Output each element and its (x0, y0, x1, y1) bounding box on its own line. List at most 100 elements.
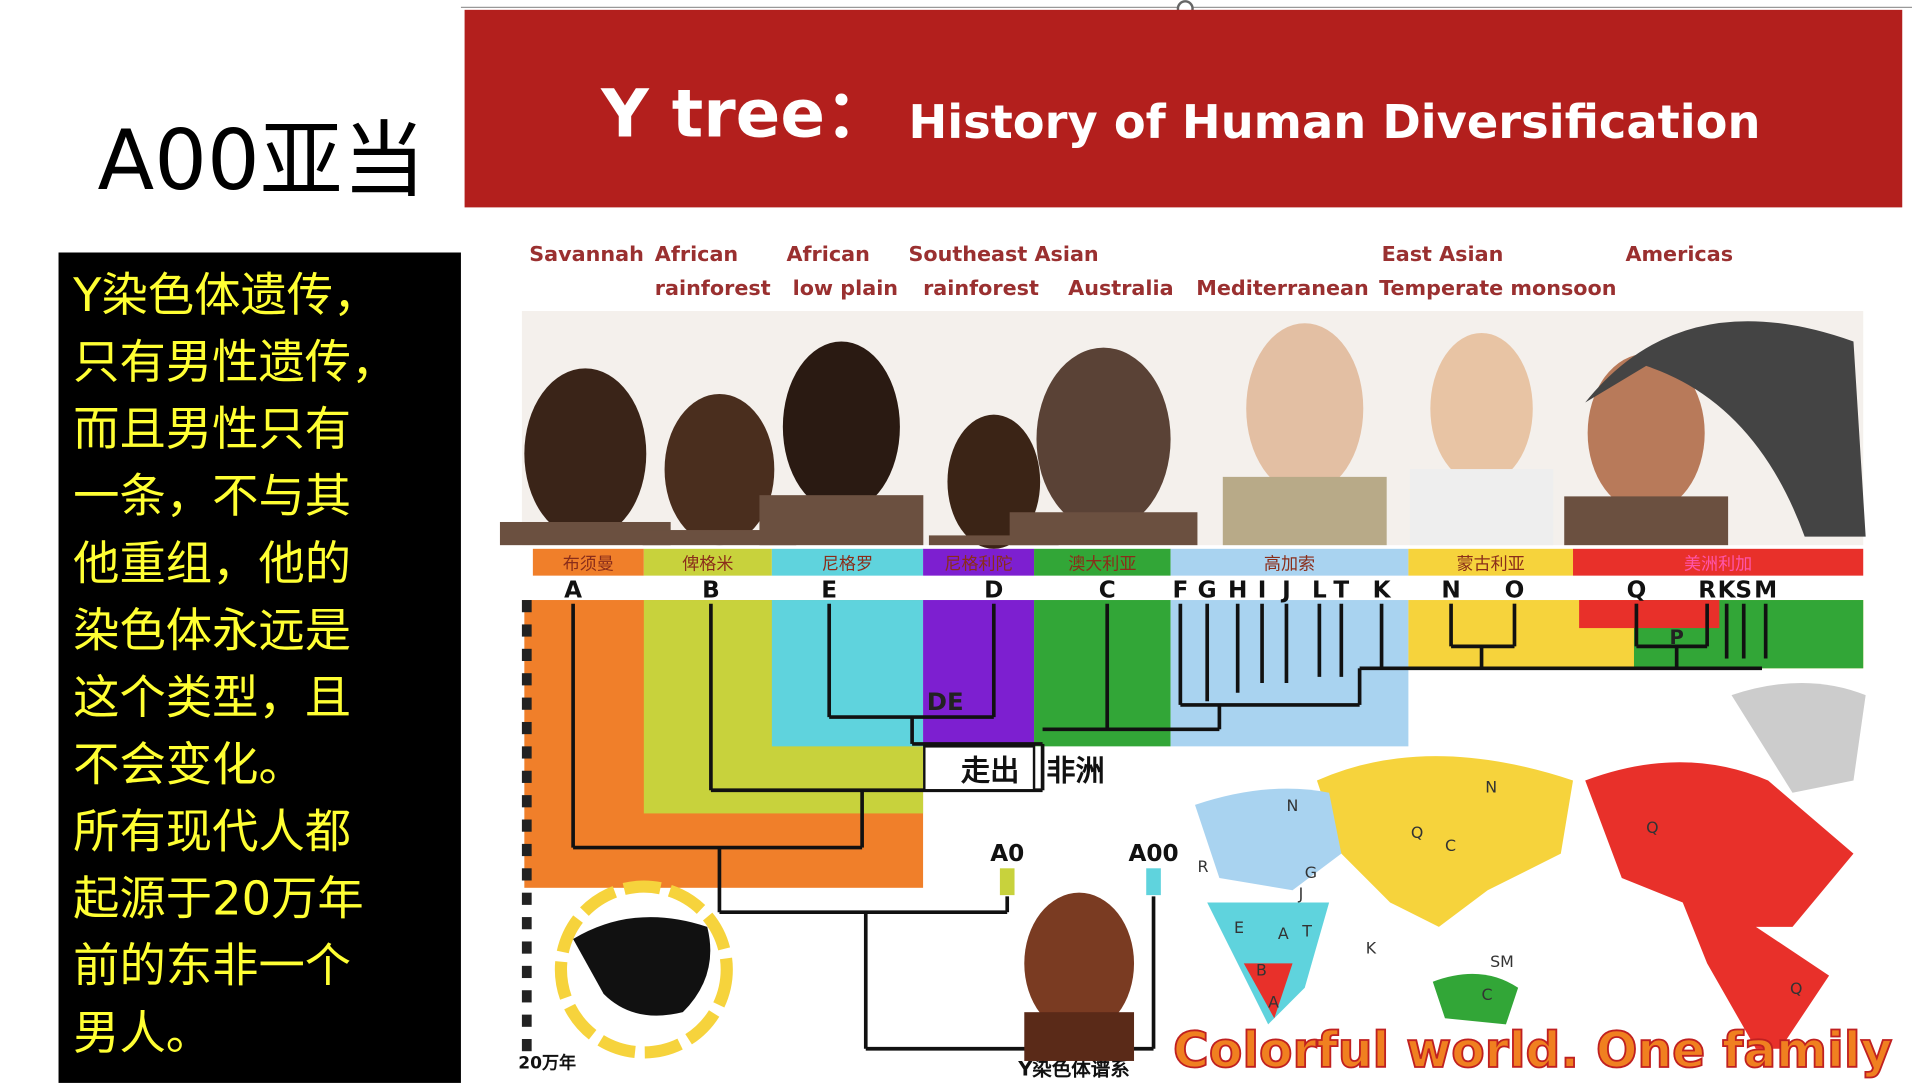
inset-ring (554, 880, 733, 1059)
haplogroup-label: H (1228, 578, 1247, 604)
note-box (58, 252, 461, 1083)
time-ruler (521, 600, 532, 613)
population-label: 布须曼 (563, 555, 614, 575)
map-label: R (1197, 857, 1208, 876)
time-ruler (521, 746, 532, 759)
note-line: 一条，不与其 (73, 469, 351, 523)
clade-area (771, 600, 924, 747)
tree-label: A0 (990, 841, 1024, 867)
map-label: A (1278, 924, 1289, 943)
time-ruler (521, 917, 532, 930)
population-label: 美洲利加 (1684, 555, 1752, 575)
torso (1222, 476, 1387, 546)
map-label: J (1298, 884, 1304, 903)
note-line: 染色体永远是 (73, 603, 351, 657)
note-line: Y染色体遗传， (72, 268, 379, 322)
map-label: E (1234, 918, 1244, 937)
torso (499, 521, 671, 546)
population-bar (1170, 548, 1409, 576)
face (664, 393, 775, 546)
time-ruler (521, 990, 532, 1003)
region-label: East Asian (1382, 242, 1504, 266)
note-line: 他重组，他的 (73, 536, 351, 590)
map-region (1585, 762, 1854, 1049)
clade-area (1034, 600, 1171, 747)
tree-label: Y染色体谱系 (1017, 1058, 1130, 1081)
inset-map (573, 917, 711, 1016)
map-label: T (1301, 922, 1312, 941)
slide-title: A00亚当 (98, 112, 426, 209)
time-ruler (521, 819, 532, 832)
map-region (1195, 788, 1342, 891)
torso (1564, 496, 1729, 546)
haplogroup-label: N (1441, 578, 1460, 604)
face (782, 341, 900, 513)
map-label: Q (1411, 823, 1423, 842)
population-bar (923, 548, 1035, 576)
banner (464, 9, 1903, 208)
map-label: Q (1790, 979, 1802, 998)
time-ruler (521, 624, 532, 637)
clade-area (1170, 600, 1409, 747)
time-ruler (521, 721, 532, 735)
face (1430, 332, 1533, 485)
population-label: 尼格罗 (822, 555, 873, 575)
face (1587, 353, 1705, 513)
population-bar (1034, 548, 1171, 576)
ancestor-body (1024, 1012, 1135, 1061)
map-label: N (1485, 778, 1497, 797)
note-line: 只有男性遗传， (73, 335, 397, 389)
haplogroup-label: G (1198, 578, 1217, 604)
label-box (923, 745, 1036, 792)
torso (1009, 512, 1198, 546)
population-bar (643, 548, 772, 576)
face (1036, 347, 1171, 531)
time-ruler (521, 795, 532, 808)
map-label: Q (1646, 818, 1658, 837)
haplogroup-label: C (1099, 578, 1116, 604)
note-line: 这个类型，且 (73, 670, 351, 724)
tree-label: DE (927, 687, 964, 716)
region-label: Australia (1068, 276, 1173, 300)
torso (642, 530, 797, 546)
region-label: rainforest (655, 276, 771, 300)
map-label: K (1366, 939, 1377, 958)
haplogroup-label: S (1735, 578, 1752, 604)
population-label: 俾格米 (682, 555, 733, 575)
map-label: B (1256, 961, 1267, 980)
haplogroup-label: K (1718, 578, 1737, 604)
haplogroup-label: D (984, 578, 1003, 604)
note-line: 而且男性只有 (73, 402, 351, 456)
haplogroup-label: L (1312, 578, 1327, 604)
time-ruler (521, 697, 532, 710)
map-label: SM (1490, 952, 1514, 971)
population-bar (1573, 548, 1864, 576)
map-region (1243, 963, 1293, 1019)
haplogroup-label: T (1333, 578, 1349, 604)
tree-label: 20万年 (518, 1052, 576, 1073)
region-label: low plain (793, 276, 898, 300)
banner-subtitle: History of Human Diversification (908, 95, 1760, 149)
population-bar (771, 548, 924, 576)
slogan: Colorful world. One family (1173, 1022, 1892, 1079)
population-label: 澳大利亚 (1068, 555, 1136, 575)
torso (1409, 469, 1554, 546)
note-line: 起源于20万年 (73, 872, 364, 926)
map-region (1432, 973, 1519, 1025)
time-ruler (521, 965, 532, 979)
region-label: African (655, 242, 738, 266)
map-label: C (1482, 985, 1493, 1004)
note-line: 前的东非一个 (73, 939, 351, 993)
headdress (1585, 321, 1866, 537)
torso (928, 535, 1059, 546)
population-bar (532, 548, 644, 576)
time-ruler (521, 648, 532, 661)
tree-label: 非洲 (1046, 754, 1105, 788)
time-ruler (521, 1039, 532, 1052)
tree-label: A00 (1128, 841, 1178, 867)
time-ruler (521, 892, 532, 905)
time-ruler (521, 843, 532, 857)
population-label: 尼格利陀 (944, 555, 1012, 575)
map-region (1316, 756, 1574, 927)
